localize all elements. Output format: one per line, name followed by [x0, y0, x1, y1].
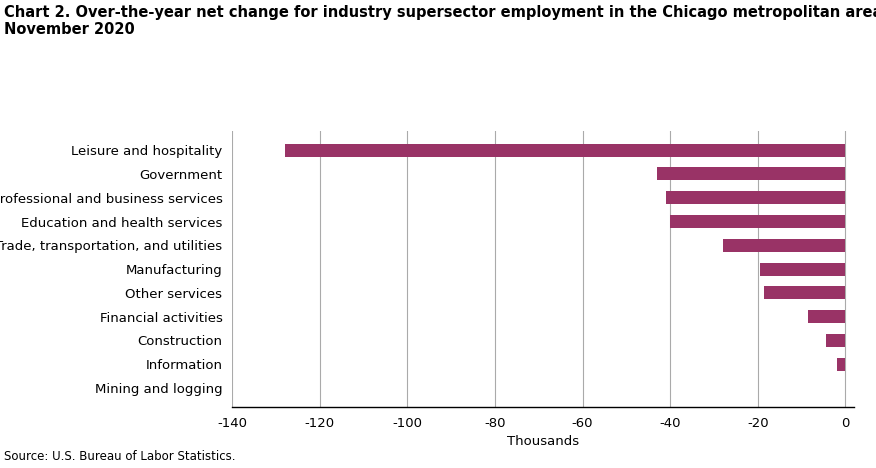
Bar — [670, 215, 845, 228]
Bar — [808, 310, 845, 323]
Bar — [723, 239, 845, 252]
Bar — [764, 286, 845, 300]
Text: Source: U.S. Bureau of Labor Statistics.: Source: U.S. Bureau of Labor Statistics. — [4, 450, 236, 463]
Bar — [760, 263, 845, 276]
Bar — [285, 144, 845, 157]
Text: Chart 2. Over-the-year net change for industry supersector employment in the Chi: Chart 2. Over-the-year net change for in… — [4, 5, 876, 37]
Bar — [666, 191, 845, 204]
X-axis label: Thousands: Thousands — [507, 435, 579, 448]
Bar — [825, 334, 845, 347]
Bar — [657, 168, 845, 181]
Bar — [837, 358, 845, 371]
